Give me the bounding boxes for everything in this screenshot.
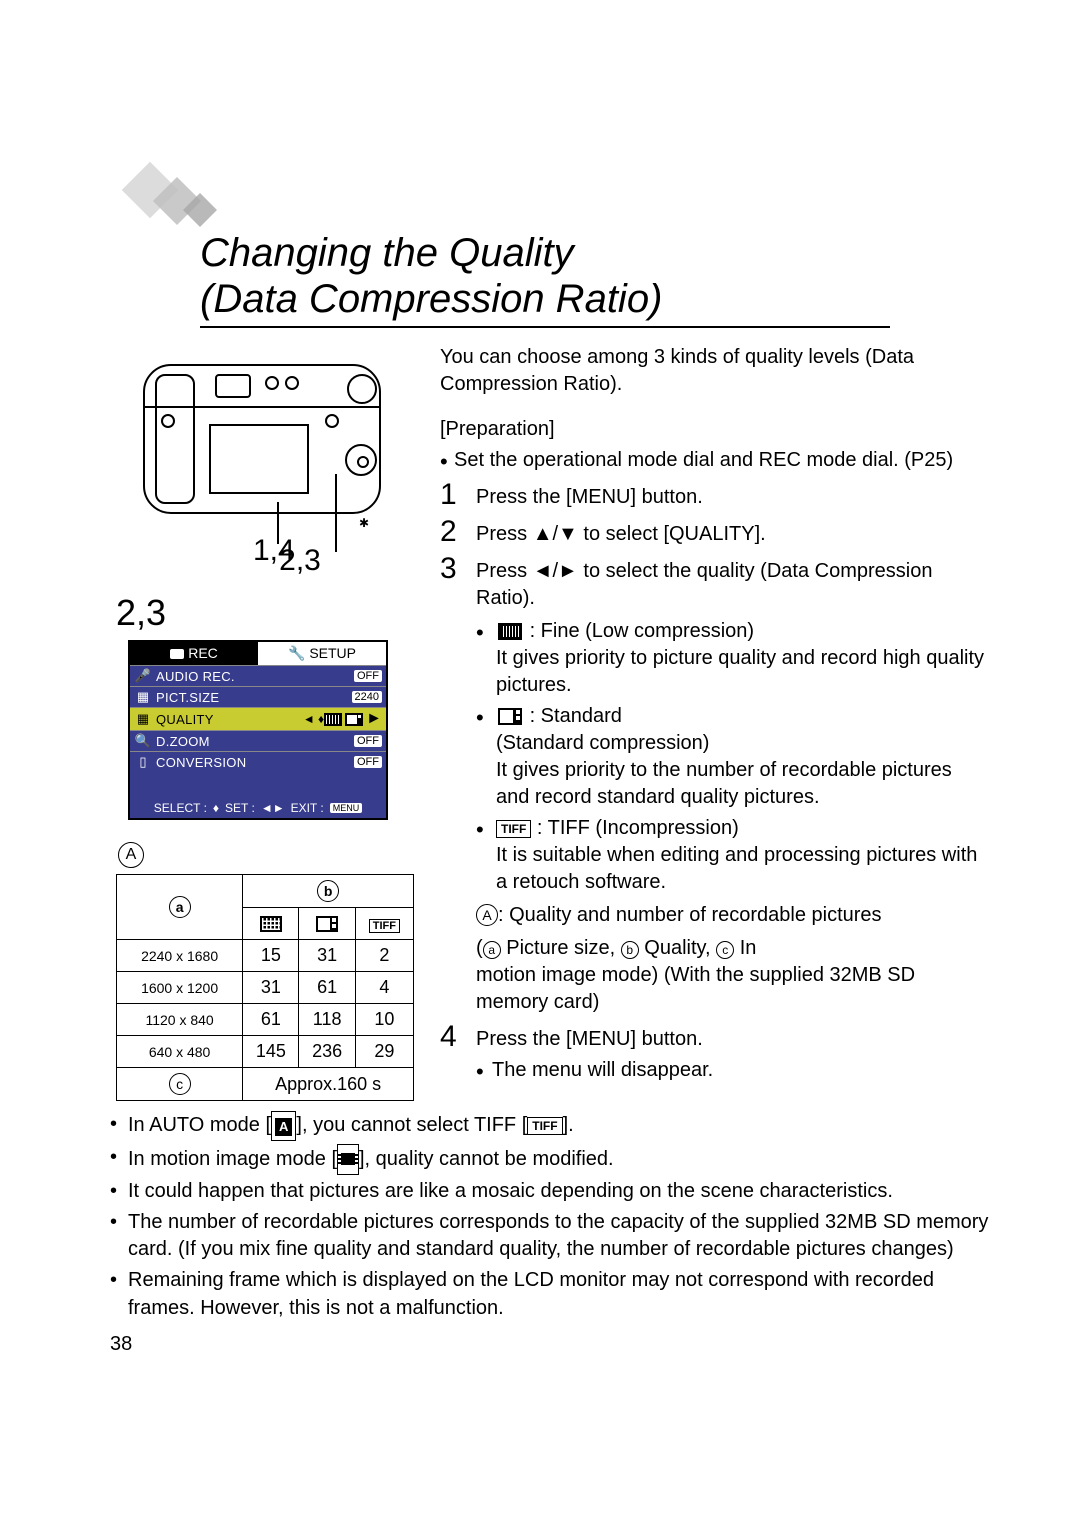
step-1: 1Press the [MENU] button. [440, 480, 990, 511]
motion-mode-icon [337, 1144, 359, 1176]
preparation-header: [Preparation] [440, 416, 990, 443]
table-hdr-std-icon [316, 916, 338, 932]
preparation-item: Set the operational mode dial and REC mo… [440, 447, 990, 474]
camera-label-23: 2,3 [180, 544, 420, 578]
label-circle-c: c [169, 1073, 191, 1095]
note-A-circle: A [476, 904, 498, 926]
table-hdr-tiff: TIFF [369, 919, 400, 933]
title-underline [200, 326, 890, 328]
step-3: 3Press ◄/► to select the quality (Data C… [440, 554, 990, 612]
camera-menu-screenshot: REC 🔧 SETUP 🎤AUDIO REC.OFF ▦PICT.SIZE224… [128, 640, 388, 820]
table-row: 1120 x 8406111810 [117, 1004, 414, 1036]
note-motion: In motion image mode [], quality cannot … [110, 1144, 990, 1176]
menu-footer: SELECT :♦ SET :◄► EXIT :MENU [130, 798, 386, 818]
auto-mode-icon: A [271, 1111, 296, 1141]
note-A: A: Quality and number of recordable pict… [476, 902, 990, 929]
table-row-motion: c Approx.160 s [117, 1068, 414, 1101]
label-circle-A: A [118, 842, 144, 868]
camera-illustration: ✱ 1,4 [125, 344, 405, 544]
title-line-2: (Data Compression Ratio) [200, 276, 990, 322]
table-row: 1600 x 120031614 [117, 972, 414, 1004]
menu-row-quality: ▦QUALITY◄ ♦► [130, 707, 386, 730]
title-line-1: Changing the Quality [200, 230, 990, 276]
menu-row-pict-size: ▦PICT.SIZE2240 [130, 686, 386, 707]
step-2: 2Press ▲/▼ to select [QUALITY]. [440, 517, 990, 548]
quality-std-icon [345, 713, 363, 726]
standard-icon [498, 708, 522, 725]
fine-icon [498, 623, 522, 640]
label-circle-b: b [317, 880, 339, 902]
note-remaining: Remaining frame which is displayed on th… [110, 1267, 990, 1322]
label-circle-a: a [169, 896, 191, 918]
step-4-sub: The menu will disappear. [476, 1057, 990, 1084]
menu-row-audio: 🎤AUDIO REC.OFF [130, 665, 386, 686]
note-mosaic: It could happen that pictures are like a… [110, 1178, 990, 1206]
page-title: Changing the Quality (Data Compression R… [200, 230, 990, 322]
note-auto: In AUTO mode [A], you cannot select TIFF… [110, 1111, 990, 1141]
option-tiff: TIFF : TIFF (Incompression) It is suitab… [476, 815, 990, 896]
table-row: 640 x 48014523629 [117, 1036, 414, 1068]
table-hdr-fine-icon [260, 916, 282, 932]
quality-fine-icon [324, 713, 342, 726]
camera-label-14: 1,4 [253, 534, 295, 568]
tiff-icon: TIFF [496, 820, 531, 838]
menu-tab-rec: REC [130, 642, 258, 665]
note-capacity: The number of recordable pictures corres… [110, 1209, 990, 1264]
menu-tab-setup: 🔧 SETUP [258, 642, 386, 665]
tiff-icon-inline: TIFF [527, 1117, 562, 1136]
page-number: 38 [110, 1325, 132, 1356]
note-abc: (a Picture size, b Quality, c In motion … [476, 935, 990, 1016]
menu-section-number: 2,3 [116, 592, 420, 634]
option-standard: : Standard (Standard compression) It giv… [476, 703, 990, 811]
step-4: 4 Press the [MENU] button. The menu will… [440, 1022, 990, 1088]
quality-table: a b TIFF 2240 x 168015312 1600 x 1200316… [116, 874, 414, 1101]
bottom-notes: In AUTO mode [A], you cannot select TIFF… [110, 1111, 990, 1322]
decorative-diamond-banner [110, 160, 230, 230]
menu-row-conversion: ▯CONVERSIONOFF [130, 751, 386, 772]
intro-text: You can choose among 3 kinds of quality … [440, 344, 990, 398]
table-row: 2240 x 168015312 [117, 940, 414, 972]
camera-icon [170, 649, 184, 659]
menu-row-dzoom: 🔍D.ZOOMOFF [130, 730, 386, 751]
option-fine: : Fine (Low compression) It gives priori… [476, 618, 990, 699]
